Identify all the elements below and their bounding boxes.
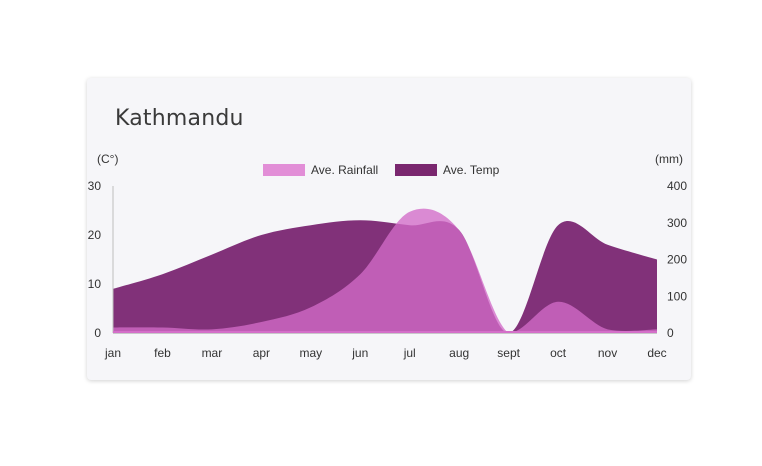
x-tick-label: apr	[253, 346, 270, 360]
series-area-ave-rainfall	[113, 208, 657, 333]
chart-labels: jan feb mar apr may jun jul aug sept oct nov dec010…	[88, 152, 688, 360]
x-tick-label: mar	[202, 346, 223, 360]
y-right-tick-label: 200	[667, 253, 687, 267]
x-tick-label: jan	[104, 346, 121, 360]
x-tick-label: jun	[351, 346, 368, 360]
y-left-axis-label: (C°)	[97, 152, 118, 166]
x-tick-label: dec	[647, 346, 666, 360]
chart-areas	[113, 208, 657, 333]
x-tick-label: jul	[403, 346, 416, 360]
x-tick-label: oct	[550, 346, 567, 360]
x-tick-label: nov	[598, 346, 617, 360]
x-tick-label: may	[299, 346, 322, 360]
chart-legend[interactable]: Ave. Rainfall Ave. Temp	[263, 163, 500, 177]
x-tick-label: feb	[154, 346, 171, 360]
y-left-tick-label: 0	[94, 326, 101, 340]
legend-swatch-rainfall[interactable]	[263, 164, 305, 176]
chart-card: Kathmandu jan feb mar apr may jun jul aug sept oc…	[87, 78, 691, 380]
chart-title: Kathmandu	[115, 106, 244, 131]
legend-label-rainfall[interactable]: Ave. Rainfall	[311, 163, 378, 177]
x-tick-label: sept	[497, 346, 520, 360]
y-right-axis-label: (mm)	[655, 152, 683, 166]
x-tick-label: aug	[449, 346, 469, 360]
y-right-tick-label: 400	[667, 179, 687, 193]
legend-swatch-temp[interactable]	[395, 164, 437, 176]
chart-axes	[112, 186, 657, 334]
legend-label-temp[interactable]: Ave. Temp	[443, 163, 500, 177]
y-right-tick-label: 300	[667, 216, 687, 230]
y-right-tick-label: 100	[667, 289, 687, 303]
y-right-tick-label: 0	[667, 326, 674, 340]
area-chart: jan feb mar apr may jun jul aug sept oct nov dec010…	[88, 152, 688, 360]
y-left-tick-label: 30	[88, 179, 102, 193]
y-left-tick-label: 10	[88, 277, 102, 291]
y-left-tick-label: 20	[88, 228, 102, 242]
